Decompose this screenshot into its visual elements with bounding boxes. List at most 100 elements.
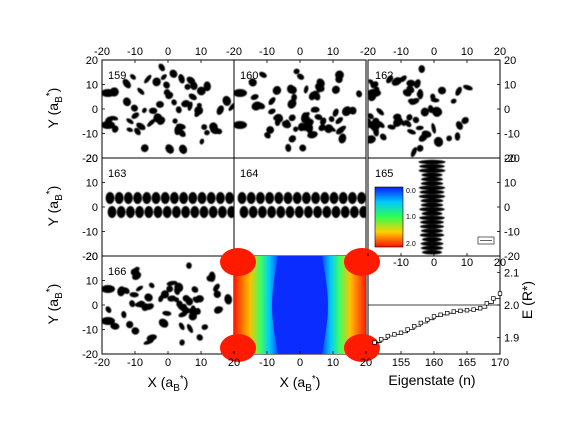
energy-point (497, 291, 503, 296)
energy-point (484, 301, 489, 306)
tick-label: 20 (360, 357, 372, 369)
energy-point (398, 330, 404, 335)
energy-point (405, 327, 410, 332)
x-axis-label-col2: X (aB*) (280, 374, 321, 394)
tick-label: 0 (92, 300, 98, 312)
tick-label: -10 (127, 357, 143, 369)
tick-label: 170 (491, 357, 509, 369)
tick-label: -20 (360, 46, 376, 58)
tick-label: 2.0 (504, 300, 519, 312)
colorbar-swatch (374, 186, 404, 248)
colorbar: 0.0 1.0 2.0 (374, 186, 416, 248)
tick-label: 20 (86, 251, 98, 263)
potential-peak (220, 248, 256, 276)
tick-label: 10 (461, 46, 473, 58)
tick-label: 20 (86, 153, 98, 165)
tick-marks (101, 59, 501, 355)
potential-peak (220, 334, 256, 362)
energy-point (418, 320, 423, 326)
panel-label-166: 166 (108, 266, 126, 278)
energy-point (458, 308, 463, 314)
energy-point (445, 311, 450, 316)
tick-label: -10 (393, 46, 409, 58)
wavefunction-density (102, 63, 234, 154)
tick-label: 20 (504, 153, 516, 165)
eigenvalue-plot (368, 291, 503, 345)
tick-label: -20 (82, 153, 98, 165)
energy-point (451, 309, 456, 314)
tick-label: -10 (259, 357, 275, 369)
eigen-x-axis-label: Eigenstate (n) (388, 372, 475, 388)
tick-label: 10 (195, 357, 207, 369)
tick-label: 160 (425, 357, 443, 369)
energy-point (412, 324, 417, 329)
energy-point (471, 307, 476, 312)
tick-label: 10 (86, 178, 98, 190)
tick-label: 0 (431, 46, 437, 58)
wavefunction-panels (102, 63, 473, 346)
svg-text:E (R*): E (R*) (519, 281, 535, 319)
tick-label: -20 (226, 46, 242, 58)
tick-label: 2.1 (504, 267, 519, 279)
tick-labels: -20 -10 0 10 -20 -10 0 10 -20 -10 0 10 20-20 -10 0 10 20… (82, 46, 520, 369)
eigen-y-axis-label: E (R*) (519, 281, 535, 319)
tick-label: -20 (82, 349, 98, 361)
energy-point (478, 306, 483, 311)
tick-label: 0 (92, 202, 98, 214)
tick-label: 0 (165, 357, 171, 369)
energy-point (425, 317, 430, 322)
tick-label: -10 (82, 325, 98, 337)
wavefunction-density (102, 262, 233, 346)
tick-label: -10 (82, 129, 98, 141)
y-axis-label-row2: Y (aB*) (45, 186, 65, 227)
tick-label: -10 (393, 257, 409, 269)
tick-label: -10 (504, 227, 520, 239)
wavefunction-density (237, 192, 366, 218)
tick-label: 0 (297, 357, 303, 369)
svg-text:Y (aB*): Y (aB*) (45, 186, 65, 227)
tick-label: -20 (94, 357, 110, 369)
tick-label: -10 (504, 129, 520, 141)
energy-point (431, 314, 437, 319)
panel-label-162: 162 (375, 70, 393, 82)
tick-label: -10 (82, 227, 98, 239)
tick-label: 10 (195, 46, 207, 58)
panel-label-165: 165 (375, 168, 393, 180)
energy-point (392, 332, 397, 337)
colorbar-tick-label: 1.0 (406, 214, 416, 221)
energy-point (464, 308, 470, 313)
y-axis-label-row3: Y (aB*) (45, 284, 65, 325)
tick-label: 10 (327, 357, 339, 369)
tick-label: 20 (494, 257, 506, 269)
panel-label-164: 164 (240, 168, 258, 180)
tick-label: -20 (94, 46, 110, 58)
colorbar-tick-label: 0.0 (406, 188, 416, 195)
energy-point (372, 340, 377, 345)
energy-point (491, 296, 496, 301)
tick-label: 0 (165, 46, 171, 58)
potential-peak (344, 334, 380, 362)
potential-peak (344, 248, 380, 276)
tick-label: 10 (461, 257, 473, 269)
colorbar-tick-label: 2.0 (406, 241, 416, 248)
tick-label: 1.9 (504, 333, 519, 345)
scale-legend (477, 236, 495, 245)
y-axis-label-row1: Y (aB*) (45, 88, 65, 129)
potential-map (220, 248, 380, 362)
wavefunction-density (234, 68, 363, 152)
x-axis-label-col1: X (aB*) (148, 374, 189, 394)
energy-point (438, 312, 443, 317)
tick-label: -10 (127, 46, 143, 58)
tick-label: -10 (259, 46, 275, 58)
wavefunction-density (418, 159, 446, 255)
tick-label: -20 (504, 251, 520, 263)
tick-label: 0 (504, 104, 510, 116)
energy-point (379, 337, 384, 342)
tick-label: -20 (504, 153, 520, 165)
potential-well (272, 256, 328, 354)
tick-label: 0 (431, 257, 437, 269)
wavefunction-density (105, 192, 234, 218)
tick-label: 10 (327, 46, 339, 58)
svg-text:Y (aB*): Y (aB*) (45, 88, 65, 129)
